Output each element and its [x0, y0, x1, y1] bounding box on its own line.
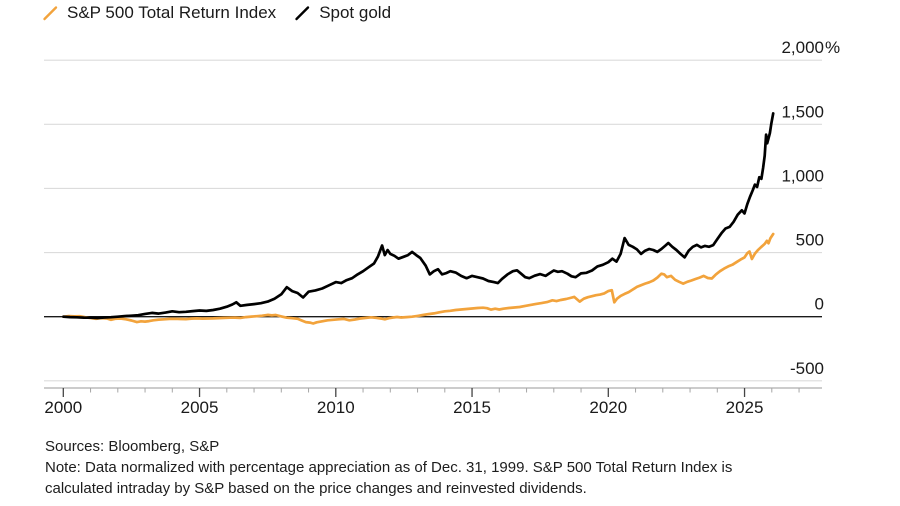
chart-plot-area: 2,000% 1,500 1,000 500 0 -500 2000 2005 2010 2015…: [44, 38, 840, 417]
y-tick-label: 2,000: [781, 38, 824, 57]
x-tick-label: 2010: [317, 398, 355, 417]
gold-slash-icon: [295, 5, 310, 20]
gold-slash-line: [295, 5, 310, 20]
series-line-gold: [61, 112, 775, 320]
y-tick-label: 500: [796, 231, 824, 250]
chart-svg: 2,000 % 1,500 1,000 500 0 -500 2000 2005 2010 2015…: [44, 38, 840, 417]
y-tick-label: -500: [790, 359, 824, 378]
x-tick-label: 2020: [589, 398, 627, 417]
series-line-sp500: [61, 232, 775, 325]
y-axis-unit: %: [825, 38, 840, 57]
x-tick-label: 2015: [453, 398, 491, 417]
note-line2: calculated intraday by S&P based on the …: [45, 480, 587, 497]
sp500-slash-icon: [43, 5, 58, 20]
x-tick-label: 2005: [181, 398, 219, 417]
legend-item-sp500: S&P 500 Total Return Index: [42, 3, 276, 23]
sources-text: Sources: Bloomberg, S&P: [45, 438, 220, 455]
legend-label-gold: Spot gold: [319, 3, 392, 22]
x-tick-label: 2025: [726, 398, 764, 417]
y-tick-label: 0: [815, 295, 824, 314]
y-tick-label: 1,000: [781, 166, 824, 185]
x-tick-label: 2000: [44, 398, 82, 417]
chart-footer: Sources: Bloomberg, S&P Note: Data norma…: [45, 436, 732, 499]
legend-item-gold: Spot gold: [294, 3, 391, 23]
note-line1: Note: Data normalized with percentage ap…: [45, 459, 733, 476]
chart-legend: S&P 500 Total Return Index Spot gold: [42, 3, 409, 23]
legend-label-sp500: S&P 500 Total Return Index: [67, 3, 277, 22]
sp500-slash-line: [43, 5, 58, 20]
y-tick-label: 1,500: [781, 102, 824, 121]
